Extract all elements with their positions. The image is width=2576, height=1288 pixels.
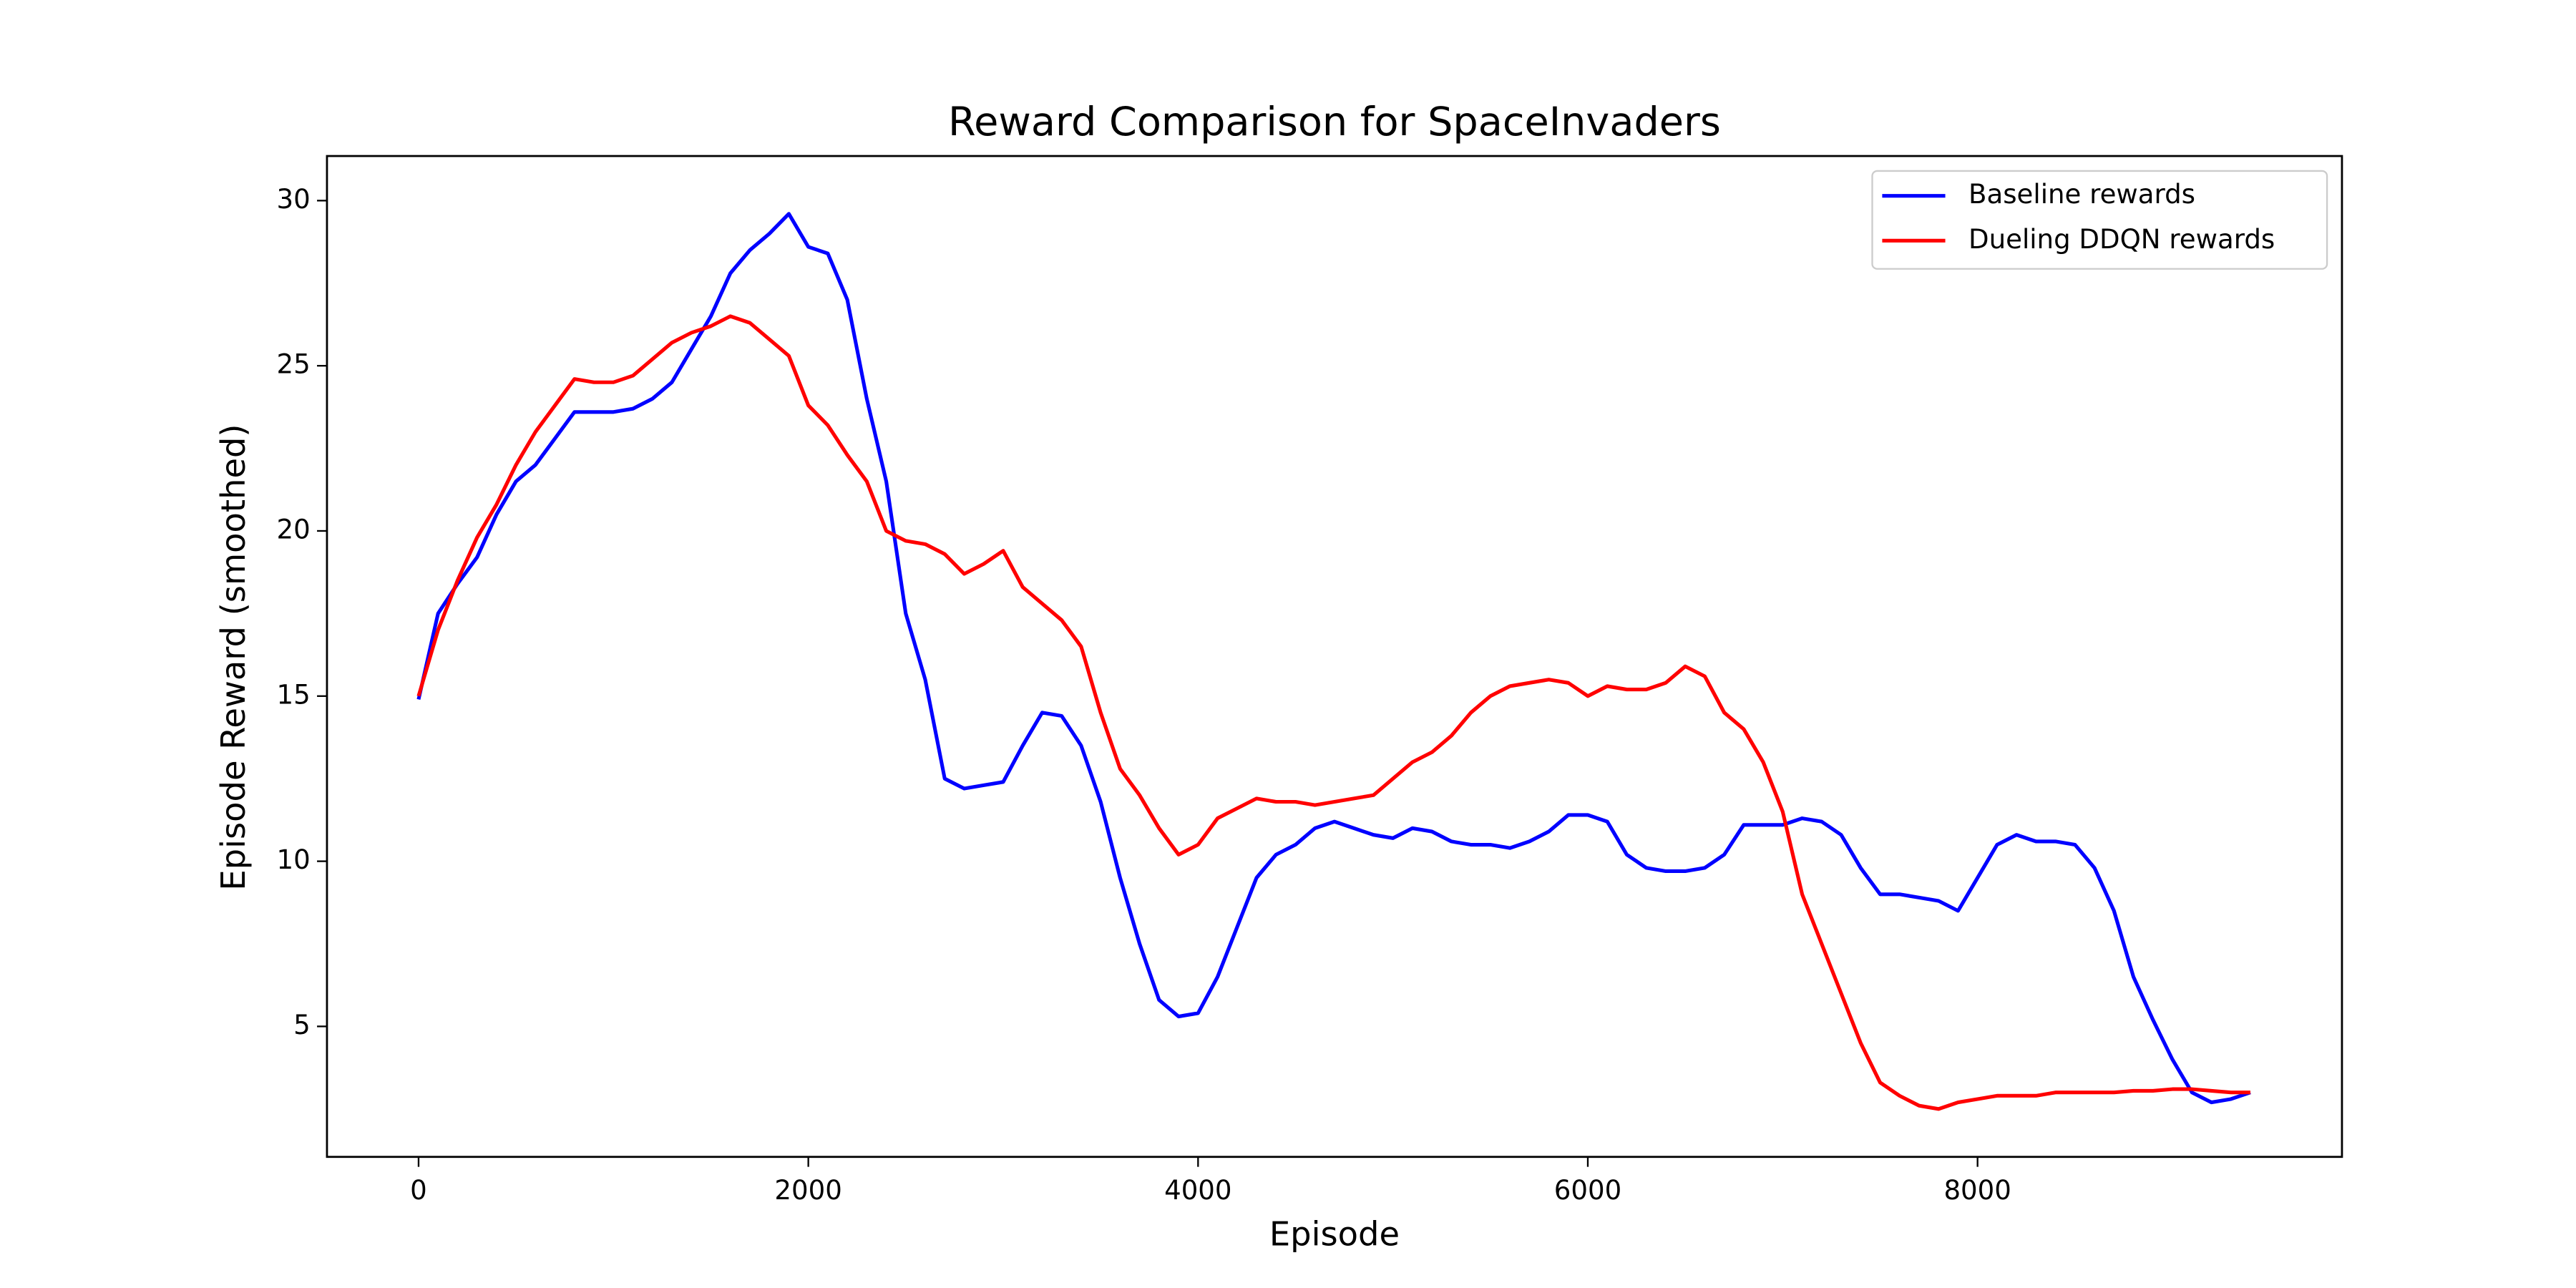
x-tick-label: 8000 bbox=[1943, 1175, 2011, 1206]
y-tick-label: 15 bbox=[277, 679, 311, 710]
chart-title: Reward Comparison for SpaceInvaders bbox=[948, 99, 1721, 145]
x-tick-label: 0 bbox=[410, 1175, 427, 1206]
x-tick-label: 6000 bbox=[1554, 1175, 1621, 1206]
y-tick-label: 5 bbox=[293, 1010, 311, 1040]
x-tick-label: 4000 bbox=[1164, 1175, 1231, 1206]
y-tick-label: 20 bbox=[277, 514, 311, 545]
y-tick-label: 30 bbox=[277, 184, 311, 215]
y-tick-label: 25 bbox=[277, 349, 311, 380]
legend-label: Baseline rewards bbox=[1968, 179, 2195, 210]
y-axis-label: Episode Reward (smoothed) bbox=[214, 424, 253, 890]
y-tick-label: 10 bbox=[277, 844, 311, 875]
legend-label: Dueling DDQN rewards bbox=[1968, 224, 2275, 255]
x-axis-label: Episode bbox=[1269, 1215, 1400, 1254]
legend-box bbox=[1871, 170, 2328, 270]
x-tick-label: 2000 bbox=[774, 1175, 841, 1206]
plot-frame bbox=[326, 155, 2343, 1158]
line-series bbox=[416, 212, 2251, 1105]
line-series bbox=[416, 314, 2250, 1111]
